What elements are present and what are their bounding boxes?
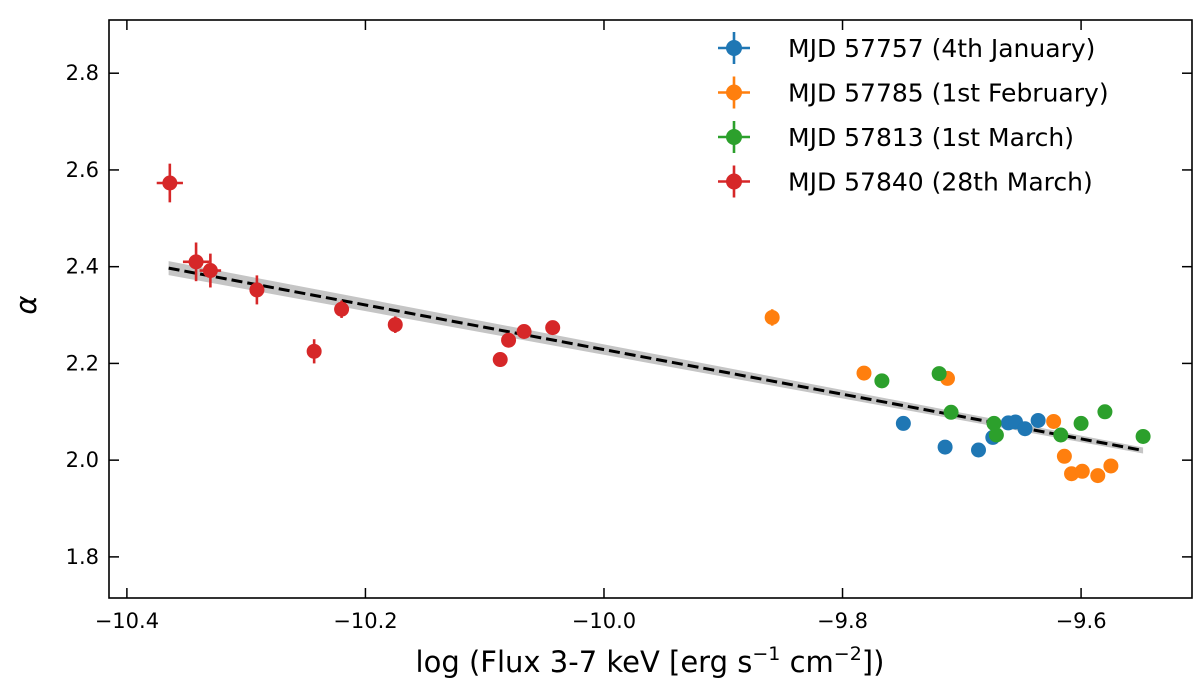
data-point <box>1103 458 1119 474</box>
data-point <box>1053 427 1069 443</box>
data-point <box>306 343 322 359</box>
points-layer <box>156 163 1151 484</box>
y-axis-label: α <box>9 295 43 314</box>
y-tick-label: 2.2 <box>66 351 99 375</box>
data-point <box>334 301 350 317</box>
legend-marker <box>726 40 742 56</box>
y-tick-label: 1.8 <box>66 545 99 569</box>
data-point <box>937 439 953 455</box>
x-tick-label: −10.4 <box>95 609 159 633</box>
tick-layer: −10.4 −10.2 −10.0 −9.8 −9.6 1.8 2.0 2.2 2.4 2.6 2.… <box>66 20 1192 633</box>
data-point <box>971 442 987 458</box>
data-point <box>986 415 1002 431</box>
plot-frame <box>108 19 1193 599</box>
legend-label: MJD 57785 (1st February) <box>788 79 1109 108</box>
fit-layer <box>168 261 1144 454</box>
data-point <box>943 404 959 420</box>
data-point <box>249 282 265 298</box>
x-tick-label: −10.0 <box>572 609 636 633</box>
x-axis-label: log (Flux 3-7 keV [erg s−1 cm−2]) <box>416 643 885 679</box>
x-tick-label: −10.2 <box>333 609 397 633</box>
data-point <box>387 317 403 333</box>
data-point <box>501 332 517 348</box>
data-point <box>1073 415 1089 431</box>
fit-line <box>168 266 1144 452</box>
legend-label: MJD 57757 (4th January) <box>788 34 1095 63</box>
y-tick-label: 2.0 <box>66 448 99 472</box>
data-point <box>516 323 532 339</box>
x-tick-label: −9.8 <box>817 609 868 633</box>
legend: MJD 57757 (4th January) MJD 57785 (1st Fe… <box>718 32 1109 198</box>
data-point <box>492 352 508 368</box>
legend-label: MJD 57813 (1st March) <box>788 123 1074 152</box>
data-point <box>1017 421 1033 437</box>
data-point <box>764 309 780 325</box>
y-tick-label: 2.4 <box>66 255 99 279</box>
legend-label: MJD 57840 (28th March) <box>788 168 1093 197</box>
legend-marker <box>726 84 742 101</box>
legend-marker <box>726 173 742 190</box>
data-point <box>202 263 218 279</box>
data-point <box>1030 412 1046 428</box>
y-tick-label: 2.8 <box>66 61 99 85</box>
data-point <box>1074 463 1090 479</box>
legend-entry: MJD 57840 (28th March) <box>718 165 1093 198</box>
data-point <box>1135 428 1151 444</box>
data-point <box>188 254 204 270</box>
x-tick-label: −9.6 <box>1056 609 1107 633</box>
data-point <box>988 427 1004 443</box>
data-point <box>1097 404 1113 420</box>
data-point <box>1046 413 1062 429</box>
data-point <box>931 366 947 382</box>
legend-entry: MJD 57757 (4th January) <box>718 32 1095 64</box>
data-point <box>162 175 178 191</box>
series-2 <box>764 309 1119 484</box>
legend-entry: MJD 57785 (1st February) <box>718 76 1109 109</box>
y-tick-label: 2.6 <box>66 158 99 182</box>
legend-marker <box>726 129 742 145</box>
data-point <box>1090 468 1106 484</box>
series-3 <box>874 366 1151 444</box>
data-point <box>1056 448 1072 464</box>
legend-entry: MJD 57813 (1st March) <box>718 121 1074 153</box>
data-point <box>895 415 911 431</box>
series-4 <box>156 163 561 368</box>
data-point <box>874 373 890 389</box>
data-point <box>856 365 872 381</box>
data-point <box>545 320 561 336</box>
